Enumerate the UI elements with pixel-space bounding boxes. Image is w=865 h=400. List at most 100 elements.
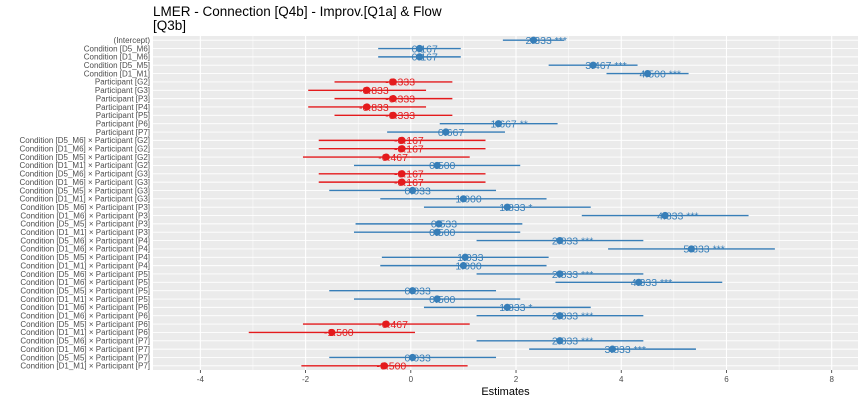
estimate-value-label: 3.833 ***: [604, 344, 645, 356]
estimate-value-label: 0.500: [429, 227, 455, 239]
estimate-value-label: 2.333 ***: [526, 35, 567, 47]
y-tick-label: Participant [P6]: [96, 119, 150, 128]
estimate-value-label: 0.533: [431, 219, 457, 231]
estimate-value-label: 1.000: [455, 260, 481, 272]
y-tick-label: Condition [D5_M5] × Participant [P4]: [20, 253, 150, 262]
estimate-value-label: 4.833 ***: [657, 210, 698, 222]
y-tick-label: Condition [D1_M6] × Participant [P5]: [20, 278, 150, 287]
estimate-value-label: -0.467: [378, 152, 408, 164]
estimate-value-label: 1.833 *: [499, 202, 532, 214]
y-tick-label: Condition [D1_M1]: [84, 69, 150, 78]
x-tick-label: -4: [197, 375, 205, 384]
estimate-value-label: 5.333 ***: [683, 244, 724, 256]
estimate-value-label: -0.167: [394, 144, 424, 156]
estimate-point: [435, 220, 443, 228]
x-tick-label: 4: [619, 375, 624, 384]
estimate-point: [363, 103, 371, 111]
estimate-point: [494, 120, 503, 128]
estimate-point: [433, 228, 441, 236]
estimate-point: [398, 170, 406, 178]
y-tick-label: Condition [D1_M6] × Participant [P6]: [20, 303, 150, 312]
estimate-value-label: -0.333: [385, 77, 415, 89]
estimate-point: [661, 211, 669, 220]
y-tick-label: Condition [D1_M1] × Participant [G2]: [19, 161, 150, 170]
estimate-point: [433, 161, 441, 170]
estimate-point: [459, 262, 468, 270]
estimate-point: [461, 253, 469, 261]
estimate-value-label: -0.167: [394, 135, 424, 147]
estimate-point: [415, 44, 424, 53]
y-tick-label: Condition [D5_M6] × Participant [P7]: [20, 337, 150, 346]
y-tick-label: Condition [D5_M6] × Participant [P4]: [20, 236, 150, 245]
estimate-point: [408, 353, 417, 362]
y-tick-label: Condition [D5_M5] × Participant [G2]: [19, 153, 150, 162]
x-tick-label: 0: [409, 375, 414, 384]
estimate-point: [643, 69, 652, 78]
estimate-value-label: -0.167: [394, 169, 424, 181]
estimate-value-label: -1.500: [324, 327, 354, 339]
chart-title-line-2: [Q3b]: [153, 18, 186, 33]
estimate-point: [529, 36, 538, 44]
estimate-point: [398, 145, 406, 153]
estimate-point: [556, 312, 564, 320]
estimate-point: [556, 337, 564, 345]
estimate-point: [389, 95, 397, 103]
y-tick-label: Condition [D5_M6] × Participant [P3]: [20, 203, 150, 212]
estimate-point: [415, 53, 424, 61]
estimate-value-label: 4.333 ***: [631, 277, 672, 289]
estimate-value-label: 0.033: [405, 185, 431, 197]
chart-title-line-1: LMER - Connection [Q4b] - Improv.[Q1a] &…: [153, 4, 442, 19]
y-tick-label: Condition [D1_M6] × Participant [G3]: [19, 178, 150, 187]
estimate-point: [503, 303, 511, 311]
x-axis-tick-labels: -4 -2 0 2 4 6 8: [197, 370, 834, 384]
estimate-value-label: -0.333: [385, 110, 415, 122]
x-axis-label: Estimates: [481, 386, 530, 398]
estimate-point: [328, 328, 336, 337]
y-tick-label: Condition [D1_M1] × Participant [P6]: [20, 328, 150, 337]
y-tick-label: Condition [D1_M1] × Participant [P4]: [20, 261, 150, 270]
y-tick-label: Condition [D1_M6] × Participant [P4]: [20, 245, 150, 254]
estimate-value-label: 0.167: [412, 43, 438, 55]
estimate-value-label: 0.500: [429, 294, 455, 306]
estimate-value-label: -0.167: [394, 177, 424, 189]
y-tick-label: Condition [D1_M6] × Participant [P7]: [20, 345, 150, 354]
estimate-point: [635, 278, 643, 286]
estimate-value-label: 0.167: [412, 52, 438, 64]
estimate-point: [503, 203, 511, 211]
y-tick-label: Condition [D1_M1] × Participant [P5]: [20, 295, 150, 304]
y-tick-label: Condition [D1_M6] × Participant [P6]: [20, 312, 150, 321]
estimate-value-label: 1.033: [457, 252, 483, 264]
plot-panel: [153, 36, 858, 370]
estimate-value-label: 3.467 ***: [585, 60, 626, 72]
y-tick-label: Condition [D5_M6]: [84, 44, 150, 53]
estimate-value-label: -0.500: [376, 361, 406, 373]
y-tick-label: Condition [D1_M1] × Participant [G3]: [19, 195, 150, 204]
estimate-value-label: 0.500: [429, 160, 455, 172]
x-tick-label: 2: [514, 375, 519, 384]
x-tick-label: 8: [829, 375, 834, 384]
estimate-point: [408, 186, 417, 195]
estimate-value-label: 1.000: [455, 194, 481, 206]
y-tick-label: Condition [D1_M1] × Participant [P3]: [20, 228, 150, 237]
y-tick-label: Condition [D5_M6] × Participant [G2]: [19, 136, 150, 145]
estimate-point: [459, 195, 468, 203]
estimate-point: [433, 295, 441, 303]
y-tick-label: Participant [P3]: [96, 94, 150, 103]
estimate-point: [556, 270, 564, 278]
estimate-point: [589, 61, 597, 69]
y-tick-label: (Intercept): [114, 36, 151, 45]
estimate-point: [382, 153, 390, 161]
x-tick-label: 6: [724, 375, 729, 384]
estimate-value-label: 0.033: [405, 285, 431, 297]
y-tick-label: Participant [P7]: [96, 128, 150, 137]
estimate-value-label: 0.033: [405, 352, 431, 364]
estimate-point: [389, 111, 397, 119]
estimate-point: [408, 287, 417, 295]
estimate-point: [608, 345, 617, 353]
y-tick-label: Condition [D1_M6]: [84, 53, 150, 62]
estimate-value-label: 2.833 ***: [552, 269, 593, 281]
y-tick-label: Participant [G3]: [95, 86, 150, 95]
estimate-point: [556, 236, 564, 245]
estimate-value-label: -0.467: [378, 319, 408, 331]
